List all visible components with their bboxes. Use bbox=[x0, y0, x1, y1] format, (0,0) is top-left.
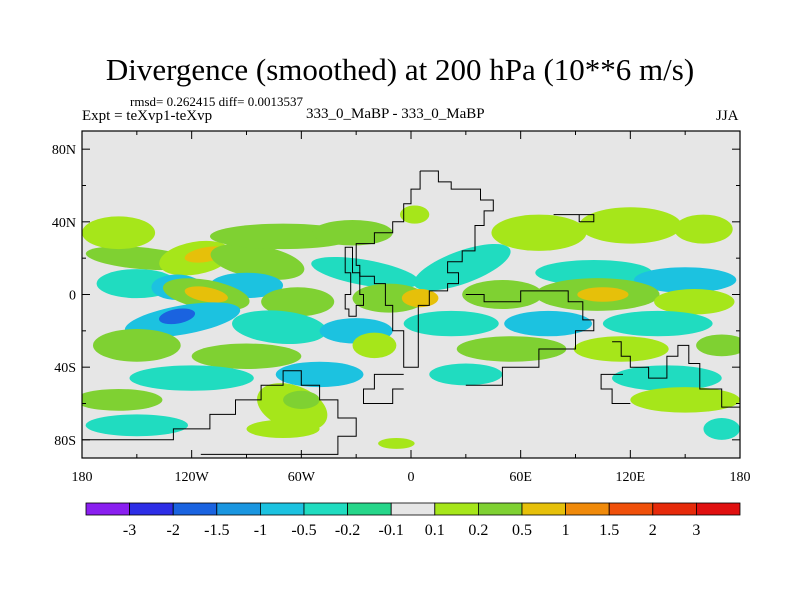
season-label: JJA bbox=[716, 108, 739, 124]
x-tick-label-3: 0 bbox=[408, 470, 415, 485]
contour-blob-23 bbox=[462, 279, 543, 310]
contour-blob-49 bbox=[246, 419, 320, 439]
contour-blob-15 bbox=[413, 243, 511, 291]
contour-blob-10 bbox=[400, 205, 430, 224]
colorbar-swatch-13 bbox=[652, 502, 697, 516]
colorbar-label-2: -1.5 bbox=[204, 522, 229, 539]
contour-blob-47 bbox=[630, 387, 740, 413]
contour-blob-9 bbox=[674, 214, 733, 244]
contour-blob-42 bbox=[429, 363, 503, 386]
y-tick-label-2: 0 bbox=[69, 289, 76, 304]
continent-outline-7 bbox=[363, 373, 404, 404]
colorbar-swatch-1 bbox=[129, 502, 174, 516]
contour-blob-29 bbox=[232, 310, 327, 345]
contour-blob-5 bbox=[82, 216, 156, 250]
contour-blob-7 bbox=[491, 214, 587, 251]
continent-outline-1 bbox=[344, 246, 364, 317]
contour-blob-8 bbox=[579, 207, 682, 244]
x-tick-label-0: 180 bbox=[72, 470, 93, 485]
contour-blob-20 bbox=[261, 287, 335, 317]
colorbar-label-12: 2 bbox=[649, 522, 657, 539]
colorbar-swatch-11 bbox=[565, 502, 610, 516]
continent-outline-3 bbox=[465, 290, 595, 386]
colorbar-label-11: 1.5 bbox=[599, 522, 619, 539]
contour-blob-36 bbox=[352, 332, 397, 359]
contour-blob-50 bbox=[378, 438, 415, 449]
x-tick-label-2: 60W bbox=[288, 470, 316, 485]
colorbar-label-1: -2 bbox=[167, 522, 180, 539]
stats-label: rmsd= 0.262415 diff= 0.0013537 bbox=[130, 94, 303, 109]
continent-outline-0 bbox=[355, 170, 494, 368]
continent-outline-6 bbox=[553, 214, 595, 223]
contour-blob-21 bbox=[352, 283, 426, 313]
contour-blob-3 bbox=[210, 243, 305, 280]
contour-blob-33 bbox=[602, 310, 713, 337]
contour-blob-46 bbox=[283, 390, 320, 409]
colorbar-swatch-5 bbox=[303, 502, 348, 516]
x-tick-label-5: 120E bbox=[616, 470, 646, 485]
contour-blob-25 bbox=[577, 287, 629, 302]
colorbar-swatch-2 bbox=[172, 502, 218, 516]
contour-blob-19 bbox=[184, 286, 228, 303]
colorbar: -3 -2 -1.5 -1 -0.5 -0.2 -0.1 0.1 0.2 0.5 1 1.5 2 3 bbox=[85, 502, 741, 539]
colorbar-swatch-10 bbox=[521, 502, 566, 516]
continent-outline-5 bbox=[600, 373, 631, 404]
x-tick-label-1: 120W bbox=[175, 470, 210, 485]
colorbar-swatch-3 bbox=[216, 502, 261, 516]
y-tick-label-3: 40S bbox=[54, 361, 76, 376]
colorbar-label-6: -0.1 bbox=[379, 522, 404, 539]
contour-blob-35 bbox=[191, 343, 302, 369]
contour-blob-17 bbox=[633, 267, 737, 293]
expt-label: Expt = teXvp1-teXvp bbox=[82, 108, 213, 124]
contour-blob-34 bbox=[92, 329, 181, 362]
colorbar-swatch-7 bbox=[390, 502, 436, 516]
page-title: Divergence (smoothed) at 200 hPa (10**6 … bbox=[105, 52, 695, 87]
y-tick-label-4: 80S bbox=[54, 434, 76, 449]
colorbar-label-0: -3 bbox=[123, 522, 136, 539]
continent-outline-4 bbox=[612, 341, 740, 408]
colorbar-swatch-9 bbox=[477, 502, 523, 516]
colorbar-swatch-4 bbox=[259, 502, 305, 516]
contour-blob-48 bbox=[85, 414, 189, 437]
contour-blob-14 bbox=[311, 256, 420, 289]
contour-blob-22 bbox=[401, 289, 439, 308]
colorbar-label-4: -0.5 bbox=[291, 522, 316, 539]
y-tick-label-0: 80N bbox=[52, 143, 76, 158]
contour-blob-51 bbox=[703, 418, 740, 440]
x-tick-label-4: 60E bbox=[509, 470, 532, 485]
y-tick-label-1: 40N bbox=[52, 216, 76, 231]
colorbar-label-7: 0.1 bbox=[425, 522, 445, 539]
colorbar-label-8: 0.2 bbox=[468, 522, 488, 539]
colorbar-label-3: -1 bbox=[254, 522, 267, 539]
colorbar-label-13: 3 bbox=[692, 522, 700, 539]
continent-outline-2 bbox=[82, 370, 357, 455]
colorbar-swatch-12 bbox=[608, 502, 654, 516]
colorbar-swatch-8 bbox=[434, 502, 479, 516]
contour-blob-6 bbox=[312, 220, 393, 246]
continent-outline-group bbox=[82, 170, 740, 455]
contour-blob-44 bbox=[82, 388, 163, 411]
contour-blob-16 bbox=[535, 259, 653, 286]
contour-blob-40 bbox=[129, 365, 254, 391]
colorbar-swatch-0 bbox=[85, 502, 130, 516]
contour-blob-26 bbox=[654, 289, 735, 315]
contour-fill-group bbox=[82, 205, 740, 449]
colorbar-label-9: 0.5 bbox=[512, 522, 532, 539]
contour-blob-39 bbox=[696, 334, 740, 357]
experiments-label: 333_0_MaBP - 333_0_MaBP bbox=[306, 106, 485, 122]
x-tick-label-6: 180 bbox=[730, 470, 751, 485]
colorbar-label-5: -0.2 bbox=[335, 522, 360, 539]
colorbar-swatch-14 bbox=[696, 502, 741, 516]
contour-blob-32 bbox=[504, 310, 592, 337]
contour-blob-28 bbox=[159, 308, 196, 325]
colorbar-label-10: 1 bbox=[562, 522, 570, 539]
contour-blob-41 bbox=[275, 361, 364, 388]
contour-blob-31 bbox=[403, 310, 499, 337]
colorbar-swatch-6 bbox=[347, 502, 392, 516]
